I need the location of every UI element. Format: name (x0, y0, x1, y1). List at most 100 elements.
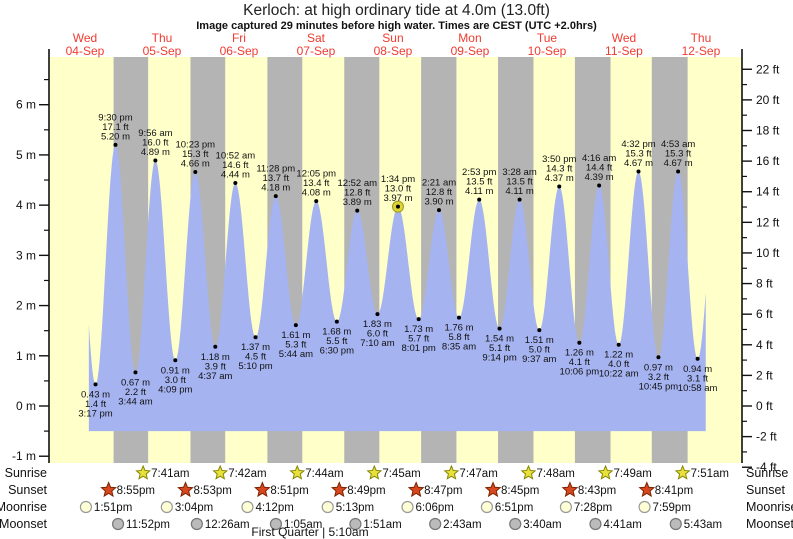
left-axis-label-m: 1 m (16, 349, 36, 363)
high-tide-height-m: 4.44 m (221, 170, 250, 181)
right-axis-label-ft: 22 ft (756, 62, 780, 76)
moonset-time: 11:52pm (126, 519, 170, 531)
day-date-label: 04-Sep (66, 44, 105, 58)
sunrise-time: 7:45am (382, 468, 420, 480)
low-tide-height-ft: 6.0 ft (367, 329, 388, 340)
moonrise-time: 6:06pm (416, 502, 454, 514)
moonrise-time: 4:12pm (255, 502, 293, 514)
moonset-circle-icon (669, 517, 682, 531)
moonset-time: 1:51am (363, 519, 401, 531)
tide-point-dot (193, 170, 198, 174)
moonrise-time: 7:59pm (653, 502, 691, 514)
sunrise-star-icon (443, 464, 460, 480)
right-axis-label-ft: 14 ft (756, 185, 780, 199)
sunrise-time: 7:42am (228, 468, 266, 480)
high-tide-height-ft: 15.3 ft (182, 149, 209, 160)
sunrise-star-icon (135, 464, 152, 480)
left-axis-label-m: 4 m (16, 198, 36, 212)
high-tide-height-ft: 16.0 ft (142, 137, 169, 148)
tide-point-dot (355, 208, 360, 213)
left-axis-label-m: 2 m (16, 299, 36, 313)
right-axis-label-ft: -2 ft (756, 430, 777, 444)
high-tide-height-m: 4.18 m (261, 183, 290, 194)
tide-point-dot (273, 194, 278, 199)
day-weekday-label: Fri (232, 31, 246, 45)
low-tide-height-m: 1.37 m (241, 342, 270, 353)
high-tide-time: 1:34 pm (381, 174, 415, 185)
day-weekday-label: Thu (691, 31, 712, 45)
sunset-star-icon (254, 481, 271, 498)
high-tide-height-ft: 13.7 ft (263, 173, 290, 184)
sunrise-star-icon (366, 464, 383, 480)
high-tide-height-m: 4.67 m (624, 158, 653, 169)
sunrise-time: 7:47am (459, 468, 497, 480)
day-date-label: 06-Sep (220, 44, 259, 58)
sunrise-time: 7:48am (536, 468, 574, 480)
tide-point-dot (293, 323, 298, 328)
tide-point-dot (517, 197, 522, 202)
sunset-time: 8:43pm (578, 485, 616, 497)
right-axis-label-ft: 18 ft (756, 124, 780, 138)
tide-point-dot (695, 356, 700, 361)
low-tide-height-m: 1.26 m (565, 348, 594, 359)
high-tide-height-m: 3.89 m (343, 197, 372, 208)
low-tide-height-m: 0.67 m (121, 377, 150, 388)
high-tide-time: 2:21 am (422, 178, 456, 189)
high-tide-time: 9:30 pm (98, 112, 132, 123)
moonrise-time: 6:51pm (495, 502, 533, 514)
day-weekday-label: Mon (458, 31, 481, 45)
chart-title: Kerloch: at high ordinary tide at 4.0m (… (243, 2, 550, 19)
low-tide-height-m: 1.22 m (604, 350, 633, 361)
high-tide-time: 12:05 pm (296, 169, 336, 180)
high-tide-time: 3:50 pm (542, 154, 576, 165)
low-tide-height-ft: 3.1 ft (687, 373, 708, 384)
tide-point-dot (636, 169, 641, 174)
moonset-circle-icon (190, 517, 203, 531)
tide-point-dot (173, 358, 178, 363)
day-weekday-label: Tue (537, 31, 558, 45)
sunrise-time: 7:44am (305, 468, 343, 480)
row-label-moonrise-right: Moonrise (746, 500, 793, 514)
high-tide-height-m: 5.20 m (101, 131, 130, 142)
sunset-star-icon (177, 481, 194, 498)
moonset-time: 5:43am (684, 519, 722, 531)
low-tide-time: 4:09 pm (158, 384, 192, 395)
high-tide-height-m: 4.66 m (181, 159, 210, 170)
sunrise-time: 7:49am (614, 468, 652, 480)
low-tide-time: 8:35 am (442, 342, 476, 353)
sunset-time: 8:45pm (501, 485, 539, 497)
low-tide-time: 7:10 am (360, 338, 394, 349)
high-tide-height-ft: 15.3 ft (625, 148, 652, 159)
low-tide-time: 5:44 am (279, 349, 313, 360)
moonrise-circle-icon (241, 500, 254, 514)
moonrise-circle-icon (321, 500, 334, 514)
moonset-circle-icon (111, 517, 125, 531)
low-tide-time: 3:17 pm (78, 408, 112, 419)
left-axis-label-m: 5 m (16, 148, 36, 162)
day-weekday-label: Wed (73, 31, 97, 45)
day-date-label: 05-Sep (143, 44, 182, 58)
sunset-time: 8:49pm (347, 485, 385, 497)
high-tide-height-m: 4.39 m (585, 172, 614, 183)
moonset-time: 3:40am (523, 519, 561, 531)
low-tide-height-ft: 5.3 ft (285, 340, 306, 351)
right-axis-label-ft: 10 ft (756, 246, 780, 260)
right-axis-label-ft: 0 ft (756, 399, 773, 413)
high-tide-height-m: 3.90 m (424, 197, 453, 208)
low-tide-time: 5:10 pm (238, 361, 272, 372)
high-tide-height-ft: 13.5 ft (506, 177, 533, 188)
left-axis-label-m: 6 m (16, 98, 36, 112)
left-axis-label-m: 0 m (16, 399, 36, 413)
right-axis-label-ft: 12 ft (756, 215, 780, 229)
moonrise-time: 1:51pm (94, 502, 132, 514)
low-tide-height-ft: 3.9 ft (205, 361, 226, 372)
sunset-star-icon (638, 481, 656, 498)
sunset-star-icon (561, 481, 579, 498)
high-tide-height-ft: 13.5 ft (466, 177, 493, 188)
row-label-sunrise-right: Sunrise (746, 466, 788, 480)
low-tide-height-ft: 4.5 ft (245, 352, 266, 363)
row-label-moonset-left: Moonset (0, 517, 48, 531)
tide-point-dot (656, 355, 661, 360)
tide-point-dot (233, 181, 238, 186)
low-tide-time: 6:30 pm (320, 346, 354, 357)
